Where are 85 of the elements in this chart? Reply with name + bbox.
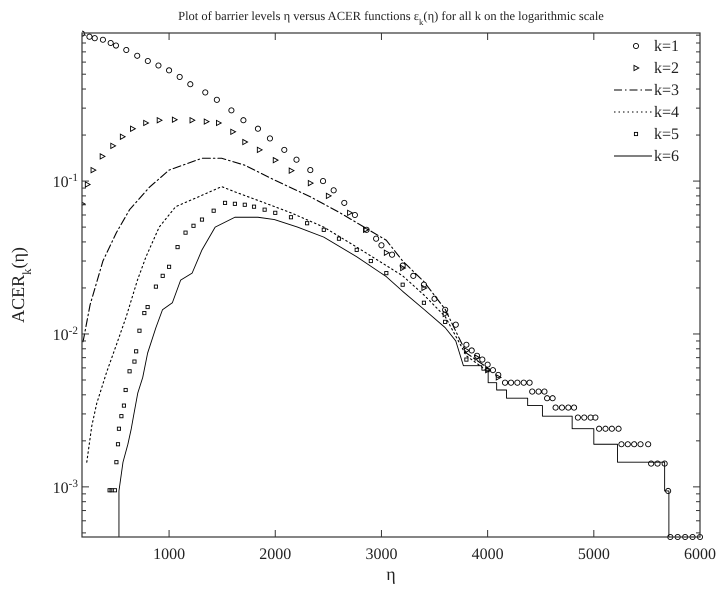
point [134,349,138,354]
x-tick-label: 5000 [578,546,610,563]
point [120,134,126,140]
point [112,488,117,492]
point [347,210,353,216]
y-tick-label: 10$^{-1}$ [52,172,78,192]
x-tick-label: 4000 [472,546,504,563]
point [108,488,112,492]
point [119,414,124,418]
point [84,181,91,188]
point [230,128,236,135]
point [116,442,120,446]
point [242,138,248,146]
legend-label: k=6 [654,148,680,165]
point [368,258,373,264]
point [336,236,342,241]
point [443,320,448,324]
point [142,311,146,316]
point [176,245,180,250]
point [305,221,310,226]
point [190,117,196,124]
point [308,180,314,186]
point [222,200,228,205]
point [116,426,122,431]
point [242,202,247,207]
point [143,120,149,126]
point [110,142,116,149]
point [156,117,162,124]
legend-label: k=3 [654,82,680,99]
point [326,192,332,199]
point [422,300,426,305]
y-tick-label: 10$^{-2}$ [52,324,78,344]
point [124,388,128,392]
point [464,358,468,362]
x-tick-label: 1000 [153,546,186,563]
point [273,210,278,215]
point [384,250,390,256]
x-tick-label: 6000 [684,546,716,563]
point [154,284,158,289]
x-axis-title: η [386,564,396,584]
point [122,404,126,408]
point [262,208,267,212]
point [474,354,480,361]
legend-label: k=5 [654,126,680,143]
point [216,120,222,126]
point [200,218,204,222]
point [288,215,294,220]
point [322,228,326,232]
point [232,202,237,206]
point [384,271,388,276]
point [400,264,406,272]
point [252,204,256,209]
point [354,248,359,252]
point [442,310,448,318]
point [363,226,369,233]
legend-label: k=2 [654,60,680,77]
point [204,118,210,125]
chart-title: Plot of barrier levels η versus ACER functions ε$_{k}$(η) for all k on the logarithmic scale [178,9,604,27]
point [400,282,405,287]
point [128,369,132,374]
point [146,304,150,310]
x-tick-label: 2000 [259,546,292,563]
legend-label: k=1 [654,38,680,55]
point [191,224,196,228]
y-tick-label: 10$^{-3}$ [52,478,78,497]
point [137,328,142,333]
point [109,488,114,492]
point [272,157,279,164]
point [130,126,136,132]
x-tick-label: 3000 [365,546,398,563]
point [212,208,216,213]
point [464,347,470,354]
point [100,153,106,160]
point [421,284,428,291]
point [288,168,294,174]
point [114,460,118,464]
point [90,167,96,174]
point [496,374,502,380]
point [172,116,178,123]
legend-label: k=4 [654,104,680,121]
point [256,146,263,153]
point [160,274,165,278]
point [183,230,188,235]
point [167,264,172,269]
point [132,360,137,364]
